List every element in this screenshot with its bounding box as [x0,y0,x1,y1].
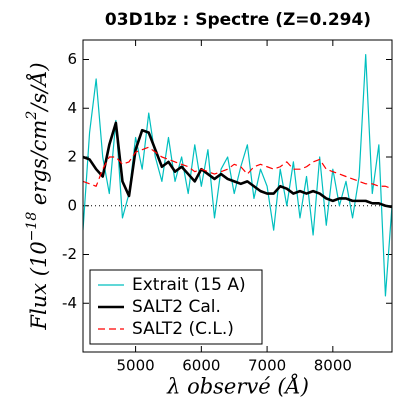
y-label-part: /s/Å) [26,62,51,112]
y-label-part: ergs/cm [27,120,51,212]
y-axis-label: Flux (10−18 ergs/cm2/s/Å) [24,62,51,330]
x-tick-label: 8000 [314,357,352,375]
series-line [83,121,392,209]
legend-label: SALT2 Cal. [132,297,221,317]
plot-area [83,54,392,297]
x-tick-label: 6000 [182,357,220,375]
chart-title: 03D1bz : Spectre (Z=0.294) [105,10,371,30]
legend-label: SALT2 (C.L.) [132,319,234,339]
series-line [83,146,392,190]
x-tick-label: 5000 [117,357,155,375]
y-tick-label: -2 [62,245,77,263]
y-label-part: Flux (10 [27,241,51,330]
series-line [83,54,392,297]
x-tick-label: 7000 [248,357,286,375]
x-axis-label: λ observé (Å) [166,374,309,399]
y-tick-label: 2 [67,148,77,166]
y-label-part: −18 [24,212,40,242]
y-tick-label: -4 [62,294,77,312]
y-label-part: 2 [24,111,40,121]
y-tick-label: 0 [67,196,77,214]
y-tick-label: 6 [67,50,77,68]
y-tick-label: 4 [67,99,77,117]
legend-label: Extrait (15 A) [132,275,246,295]
plot-frame [82,39,393,353]
